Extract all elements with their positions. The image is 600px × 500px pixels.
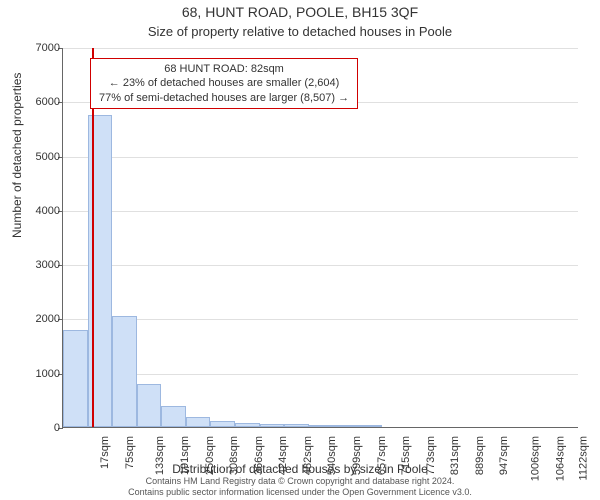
ytick-label: 3000	[10, 259, 60, 271]
histogram-bar	[284, 424, 309, 427]
chart-subtitle: Size of property relative to detached ho…	[0, 24, 600, 39]
footer-attribution: Contains HM Land Registry data © Crown c…	[0, 476, 600, 498]
gridline	[63, 211, 578, 212]
histogram-bar	[161, 406, 186, 427]
ytick-label: 7000	[10, 42, 60, 54]
ytick-label: 0	[10, 422, 60, 434]
ytick-label: 6000	[10, 96, 60, 108]
histogram-bar	[210, 421, 235, 427]
ytick-label: 1000	[10, 368, 60, 380]
gridline	[63, 374, 578, 375]
annotation-line2: ← 23% of detached houses are smaller (2,…	[99, 76, 349, 90]
gridline	[63, 48, 578, 49]
histogram-bar	[112, 316, 137, 427]
annotation-line1: 68 HUNT ROAD: 82sqm	[99, 62, 349, 76]
footer-line1: Contains HM Land Registry data © Crown c…	[0, 476, 600, 487]
histogram-bar	[309, 425, 334, 427]
gridline	[63, 157, 578, 158]
chart-container: 68, HUNT ROAD, POOLE, BH15 3QF Size of p…	[0, 0, 600, 500]
page-title: 68, HUNT ROAD, POOLE, BH15 3QF	[0, 4, 600, 20]
ytick-label: 2000	[10, 313, 60, 325]
ytick-label: 5000	[10, 151, 60, 163]
histogram-bar	[358, 425, 383, 427]
histogram-bar	[333, 425, 358, 427]
histogram-bar	[186, 417, 211, 427]
histogram-bar	[63, 330, 88, 427]
gridline	[63, 319, 578, 320]
annotation-line3: 77% of semi-detached houses are larger (…	[99, 91, 349, 105]
ytick-label: 4000	[10, 205, 60, 217]
x-axis-label: Distribution of detached houses by size …	[0, 462, 600, 476]
histogram-bar	[235, 423, 260, 427]
footer-line2: Contains public sector information licen…	[0, 487, 600, 498]
annotation-box: 68 HUNT ROAD: 82sqm ← 23% of detached ho…	[90, 58, 358, 109]
gridline	[63, 265, 578, 266]
histogram-bar	[260, 424, 285, 427]
histogram-bar	[137, 384, 162, 427]
